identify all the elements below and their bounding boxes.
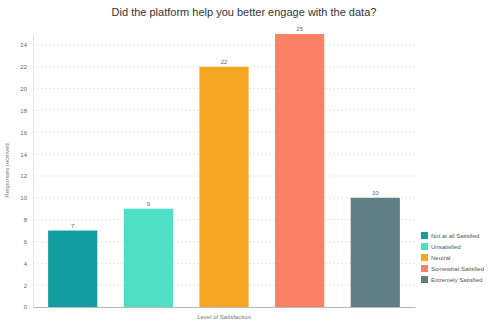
y-tick-label: 18 [20, 108, 27, 114]
legend-label: Somewhat Satisfied [431, 266, 484, 272]
bar [199, 67, 248, 307]
x-axis-title: Level of Satisfaction [197, 314, 251, 320]
y-tick: 14 [20, 152, 33, 158]
title: Did the platform help you better engage … [112, 6, 377, 18]
y-tick-label: 2 [24, 283, 28, 289]
data-label: 10 [372, 190, 379, 196]
y-tick-label: 0 [24, 304, 28, 310]
y-tick: 18 [20, 108, 33, 114]
y-tick: 6 [24, 239, 33, 245]
legend-item: Unsatisfied [421, 243, 461, 250]
y-tick: 2 [24, 283, 33, 289]
legend-item: Not at all Satisfied [421, 232, 479, 239]
y-tick: 8 [24, 217, 33, 223]
x-axis-line [34, 307, 416, 308]
y-tick-label: 12 [20, 173, 27, 179]
legend-label: Neutral [431, 255, 450, 261]
y-tick: 0 [24, 304, 33, 310]
y-tick-label: 6 [24, 239, 28, 245]
legend-swatch [421, 232, 428, 239]
chart: 02468101214161820222479222510Did the pla… [0, 0, 500, 333]
legend-label: Extremely Satisfied [431, 277, 482, 283]
y-tick-label: 22 [20, 64, 27, 70]
legend-swatch [421, 254, 428, 261]
y-tick-label: 8 [24, 217, 28, 223]
y-tick-label: 4 [24, 261, 28, 267]
grid [33, 45, 415, 307]
bar [275, 34, 324, 307]
legend-label: Not at all Satisfied [431, 233, 479, 239]
bar [351, 198, 400, 307]
y-tick-label: 16 [20, 130, 27, 136]
plot: 02468101214161820222479222510 [20, 26, 415, 310]
y-tick-label: 24 [20, 42, 27, 48]
y-tick-label: 10 [20, 195, 27, 201]
y-axis: 024681012141618202224 [20, 35, 33, 311]
data-labels: 7 9 22 25 10 [71, 26, 379, 229]
legend-item: Neutral [421, 254, 450, 261]
legend-swatch [421, 265, 428, 272]
legend-swatch [421, 276, 428, 283]
y-axis-title: Responses received [4, 143, 10, 197]
bar [48, 231, 97, 307]
y-tick: 20 [20, 86, 33, 92]
y-tick: 22 [20, 64, 33, 70]
y-tick-label: 20 [20, 86, 27, 92]
y-tick: 16 [20, 130, 33, 136]
data-label: 9 [147, 201, 151, 207]
y-tick: 10 [20, 195, 33, 201]
y-tick: 24 [20, 42, 33, 48]
y-tick: 4 [24, 261, 33, 267]
y-tick: 12 [20, 173, 33, 179]
legend-item: Somewhat Satisfied [421, 265, 484, 272]
legend-swatch [421, 243, 428, 250]
grid-line [33, 44, 415, 45]
bar [124, 209, 173, 307]
data-label: 25 [296, 26, 303, 32]
data-label: 22 [221, 59, 228, 65]
legend: Not at all Satisfied Unsatisfied Neutral So… [421, 232, 484, 283]
legend-label: Unsatisfied [431, 244, 461, 250]
y-tick-label: 14 [20, 152, 27, 158]
y-axis-line [33, 35, 34, 308]
legend-item: Extremely Satisfied [421, 276, 482, 283]
bars [48, 34, 400, 307]
data-label: 7 [71, 223, 75, 229]
